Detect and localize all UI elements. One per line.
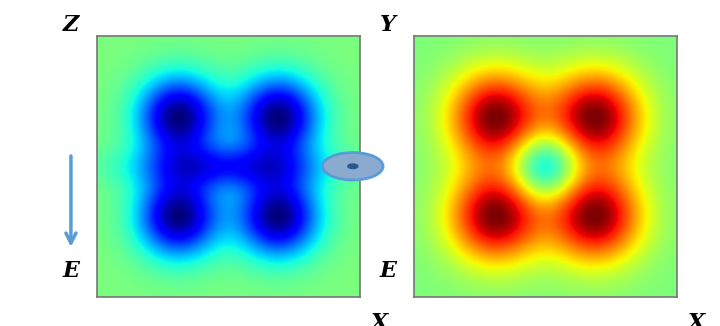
Text: E: E — [63, 259, 79, 282]
Text: X: X — [688, 312, 705, 326]
Text: E: E — [379, 259, 396, 282]
Text: Z: Z — [63, 14, 79, 36]
Text: Y: Y — [379, 14, 396, 36]
Text: X: X — [371, 312, 388, 326]
